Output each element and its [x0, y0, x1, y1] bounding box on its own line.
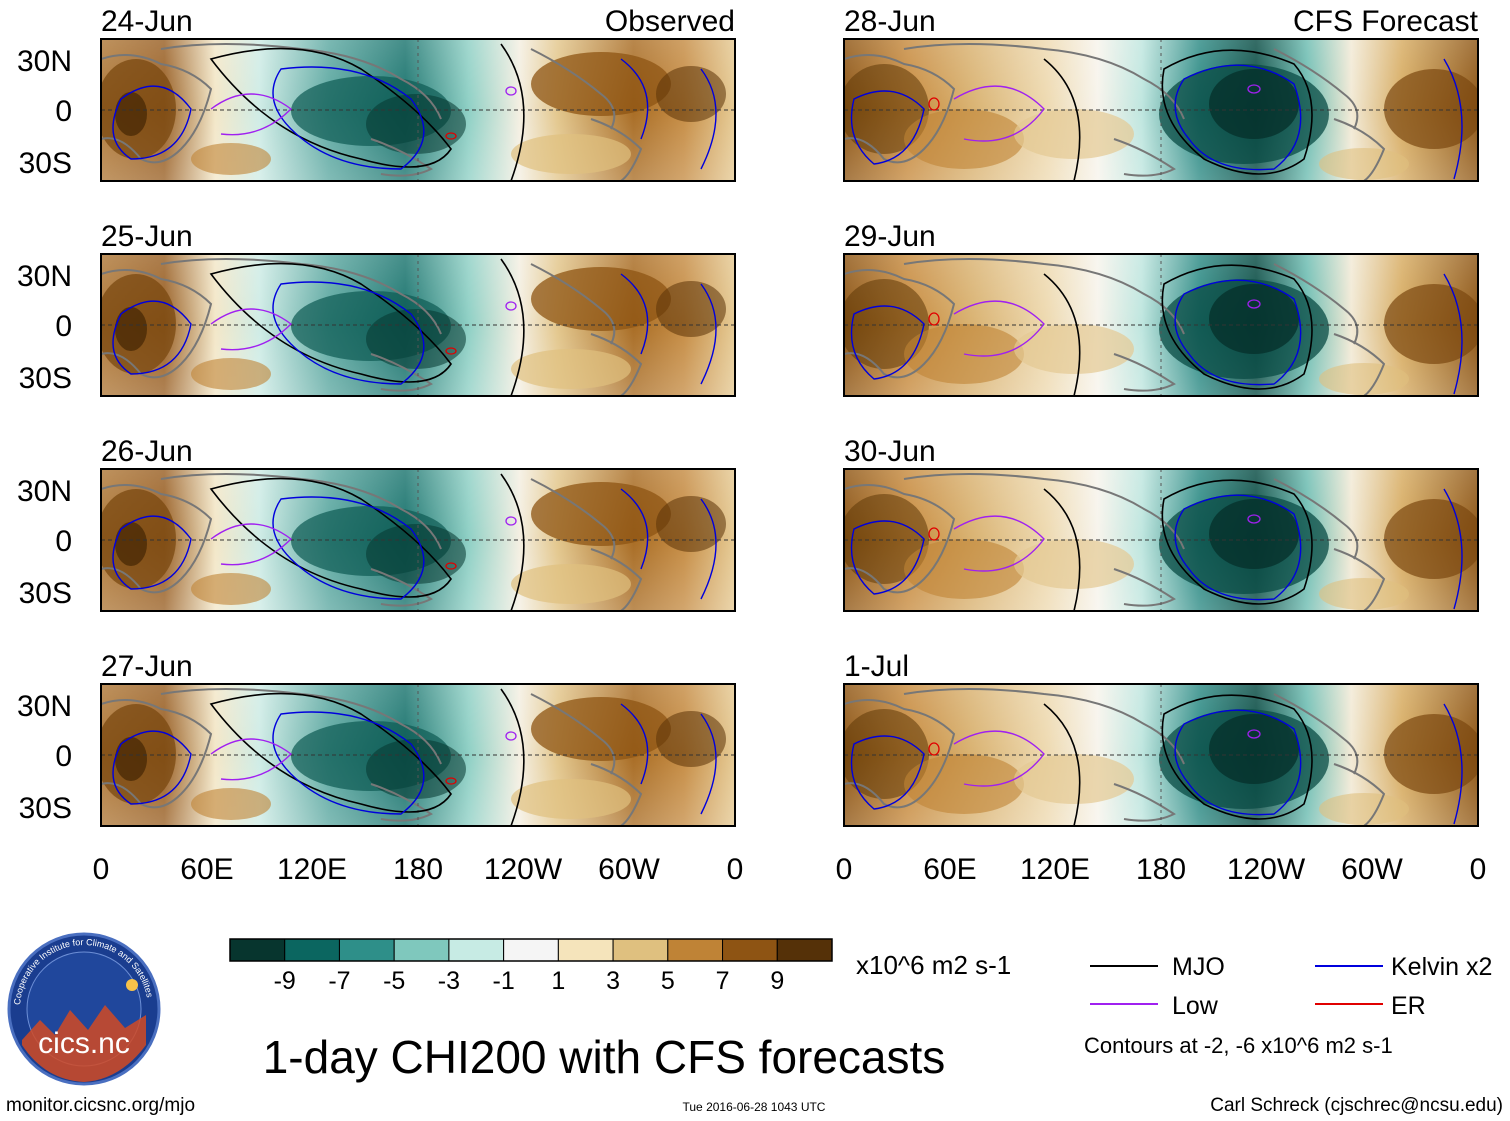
observed-label: Observed [605, 5, 735, 38]
colorbar-cell [667, 938, 724, 962]
contour-legend: MJO Kelvin x2 Low ER Contours at -2, -6 … [1084, 953, 1492, 1058]
colorbar-cell [776, 938, 833, 962]
panel-date-right-3: 30-Jun [844, 435, 936, 468]
colorbar-cells [229, 938, 833, 962]
colorbar-cell [284, 938, 340, 962]
lon-label: 120E [1020, 853, 1090, 886]
panel-date-right-4: 1-Jul [844, 650, 909, 683]
panel-right-3 [843, 468, 1479, 612]
lat-axis-row1: 30N 0 30S [17, 45, 72, 180]
lat-label: 30S [19, 792, 72, 825]
lon-axis-right: 0 60E 120E 180 120W 60W 0 [836, 853, 1487, 886]
lat-label: 30N [17, 475, 72, 508]
panel-right-1 [843, 38, 1479, 182]
cics-logo: Cooperative Institute for Climate and Sa… [7, 932, 161, 1086]
cfs-forecast-label: CFS Forecast [1293, 5, 1479, 38]
lon-label: 60W [598, 853, 660, 886]
lat-label: 0 [55, 310, 72, 343]
lat-label: 30S [19, 147, 72, 180]
lon-label: 0 [836, 853, 853, 886]
colorbar-tick-label: -5 [383, 967, 405, 995]
units-label: x10^6 m2 s-1 [856, 950, 1011, 980]
lat-label: 0 [55, 525, 72, 558]
lon-axis-left: 0 60E 120E 180 120W 60W 0 [93, 853, 744, 886]
legend-label-low: Low [1172, 992, 1219, 1020]
colorbar: -9 -7 -5 -3 -1 1 3 5 7 9 [229, 938, 833, 995]
colorbar-tick-label: -7 [328, 967, 350, 995]
lon-label: 0 [93, 853, 110, 886]
colorbar-tick-label: -3 [438, 967, 460, 995]
footer-url: monitor.cicsnc.org/mjo [6, 1095, 195, 1116]
legend-label-er: ER [1391, 992, 1426, 1020]
panel-date-right-2: 29-Jun [844, 220, 936, 253]
lat-label: 0 [55, 95, 72, 128]
lon-label: 120W [484, 853, 563, 886]
lon-label: 120W [1227, 853, 1306, 886]
panel-left-4 [100, 683, 736, 827]
lon-label: 0 [727, 853, 744, 886]
lon-label: 60E [923, 853, 976, 886]
panel-left-3 [100, 468, 736, 612]
colorbar-ticks: -9 -7 -5 -3 -1 1 3 5 7 9 [274, 967, 785, 995]
lon-label: 180 [1136, 853, 1186, 886]
colorbar-cell [722, 938, 778, 962]
colorbar-tick-label: -9 [274, 967, 296, 995]
logo-text: cics.nc [38, 1027, 130, 1060]
lat-axis-row2: 30N 0 30S [17, 260, 72, 395]
lat-label: 30N [17, 45, 72, 78]
panel-date-left-4: 27-Jun [101, 650, 193, 683]
colorbar-cell [503, 938, 559, 962]
colorbar-cell [557, 938, 614, 962]
colorbar-cell [338, 938, 395, 962]
lat-label: 30N [17, 690, 72, 723]
panel-date-left-1: 24-Jun [101, 5, 193, 38]
panel-right-2 [843, 253, 1479, 397]
colorbar-cell [612, 938, 669, 962]
colorbar-tick-label: 9 [770, 967, 784, 995]
colorbar-tick-label: -1 [493, 967, 515, 995]
colorbar-cell [448, 938, 505, 962]
contour-note: Contours at -2, -6 x10^6 m2 s-1 [1084, 1033, 1393, 1058]
lon-label: 60E [180, 853, 233, 886]
lat-label: 30S [19, 577, 72, 610]
colorbar-tick-label: 1 [551, 967, 565, 995]
footer-timestamp: Tue 2016-06-28 1043 UTC [683, 1100, 826, 1114]
panel-date-left-3: 26-Jun [101, 435, 193, 468]
panel-right-4 [843, 683, 1479, 827]
lat-label: 0 [55, 740, 72, 773]
panel-left-1 [100, 38, 736, 182]
colorbar-cell [393, 938, 450, 962]
colorbar-tick-label: 7 [716, 967, 730, 995]
lon-label: 180 [393, 853, 443, 886]
lat-axis-row3: 30N 0 30S [17, 475, 72, 610]
lon-label: 0 [1470, 853, 1487, 886]
lon-label: 120E [277, 853, 347, 886]
legend-label-kelvin: Kelvin x2 [1391, 953, 1492, 981]
panel-date-left-2: 25-Jun [101, 220, 193, 253]
lat-label: 30N [17, 260, 72, 293]
footer-author: Carl Schreck (cjschrec@ncsu.edu) [1210, 1095, 1503, 1116]
legend-label-mjo: MJO [1172, 953, 1225, 981]
panel-left-2 [100, 253, 736, 397]
colorbar-cell [229, 938, 286, 962]
colorbar-tick-label: 3 [606, 967, 620, 995]
lon-label: 60W [1341, 853, 1403, 886]
colorbar-tick-label: 5 [661, 967, 675, 995]
figure-title: 1-day CHI200 with CFS forecasts [263, 1031, 946, 1083]
lat-label: 30S [19, 362, 72, 395]
panel-date-right-1: 28-Jun [844, 5, 936, 38]
lat-axis-row4: 30N 0 30S [17, 690, 72, 825]
